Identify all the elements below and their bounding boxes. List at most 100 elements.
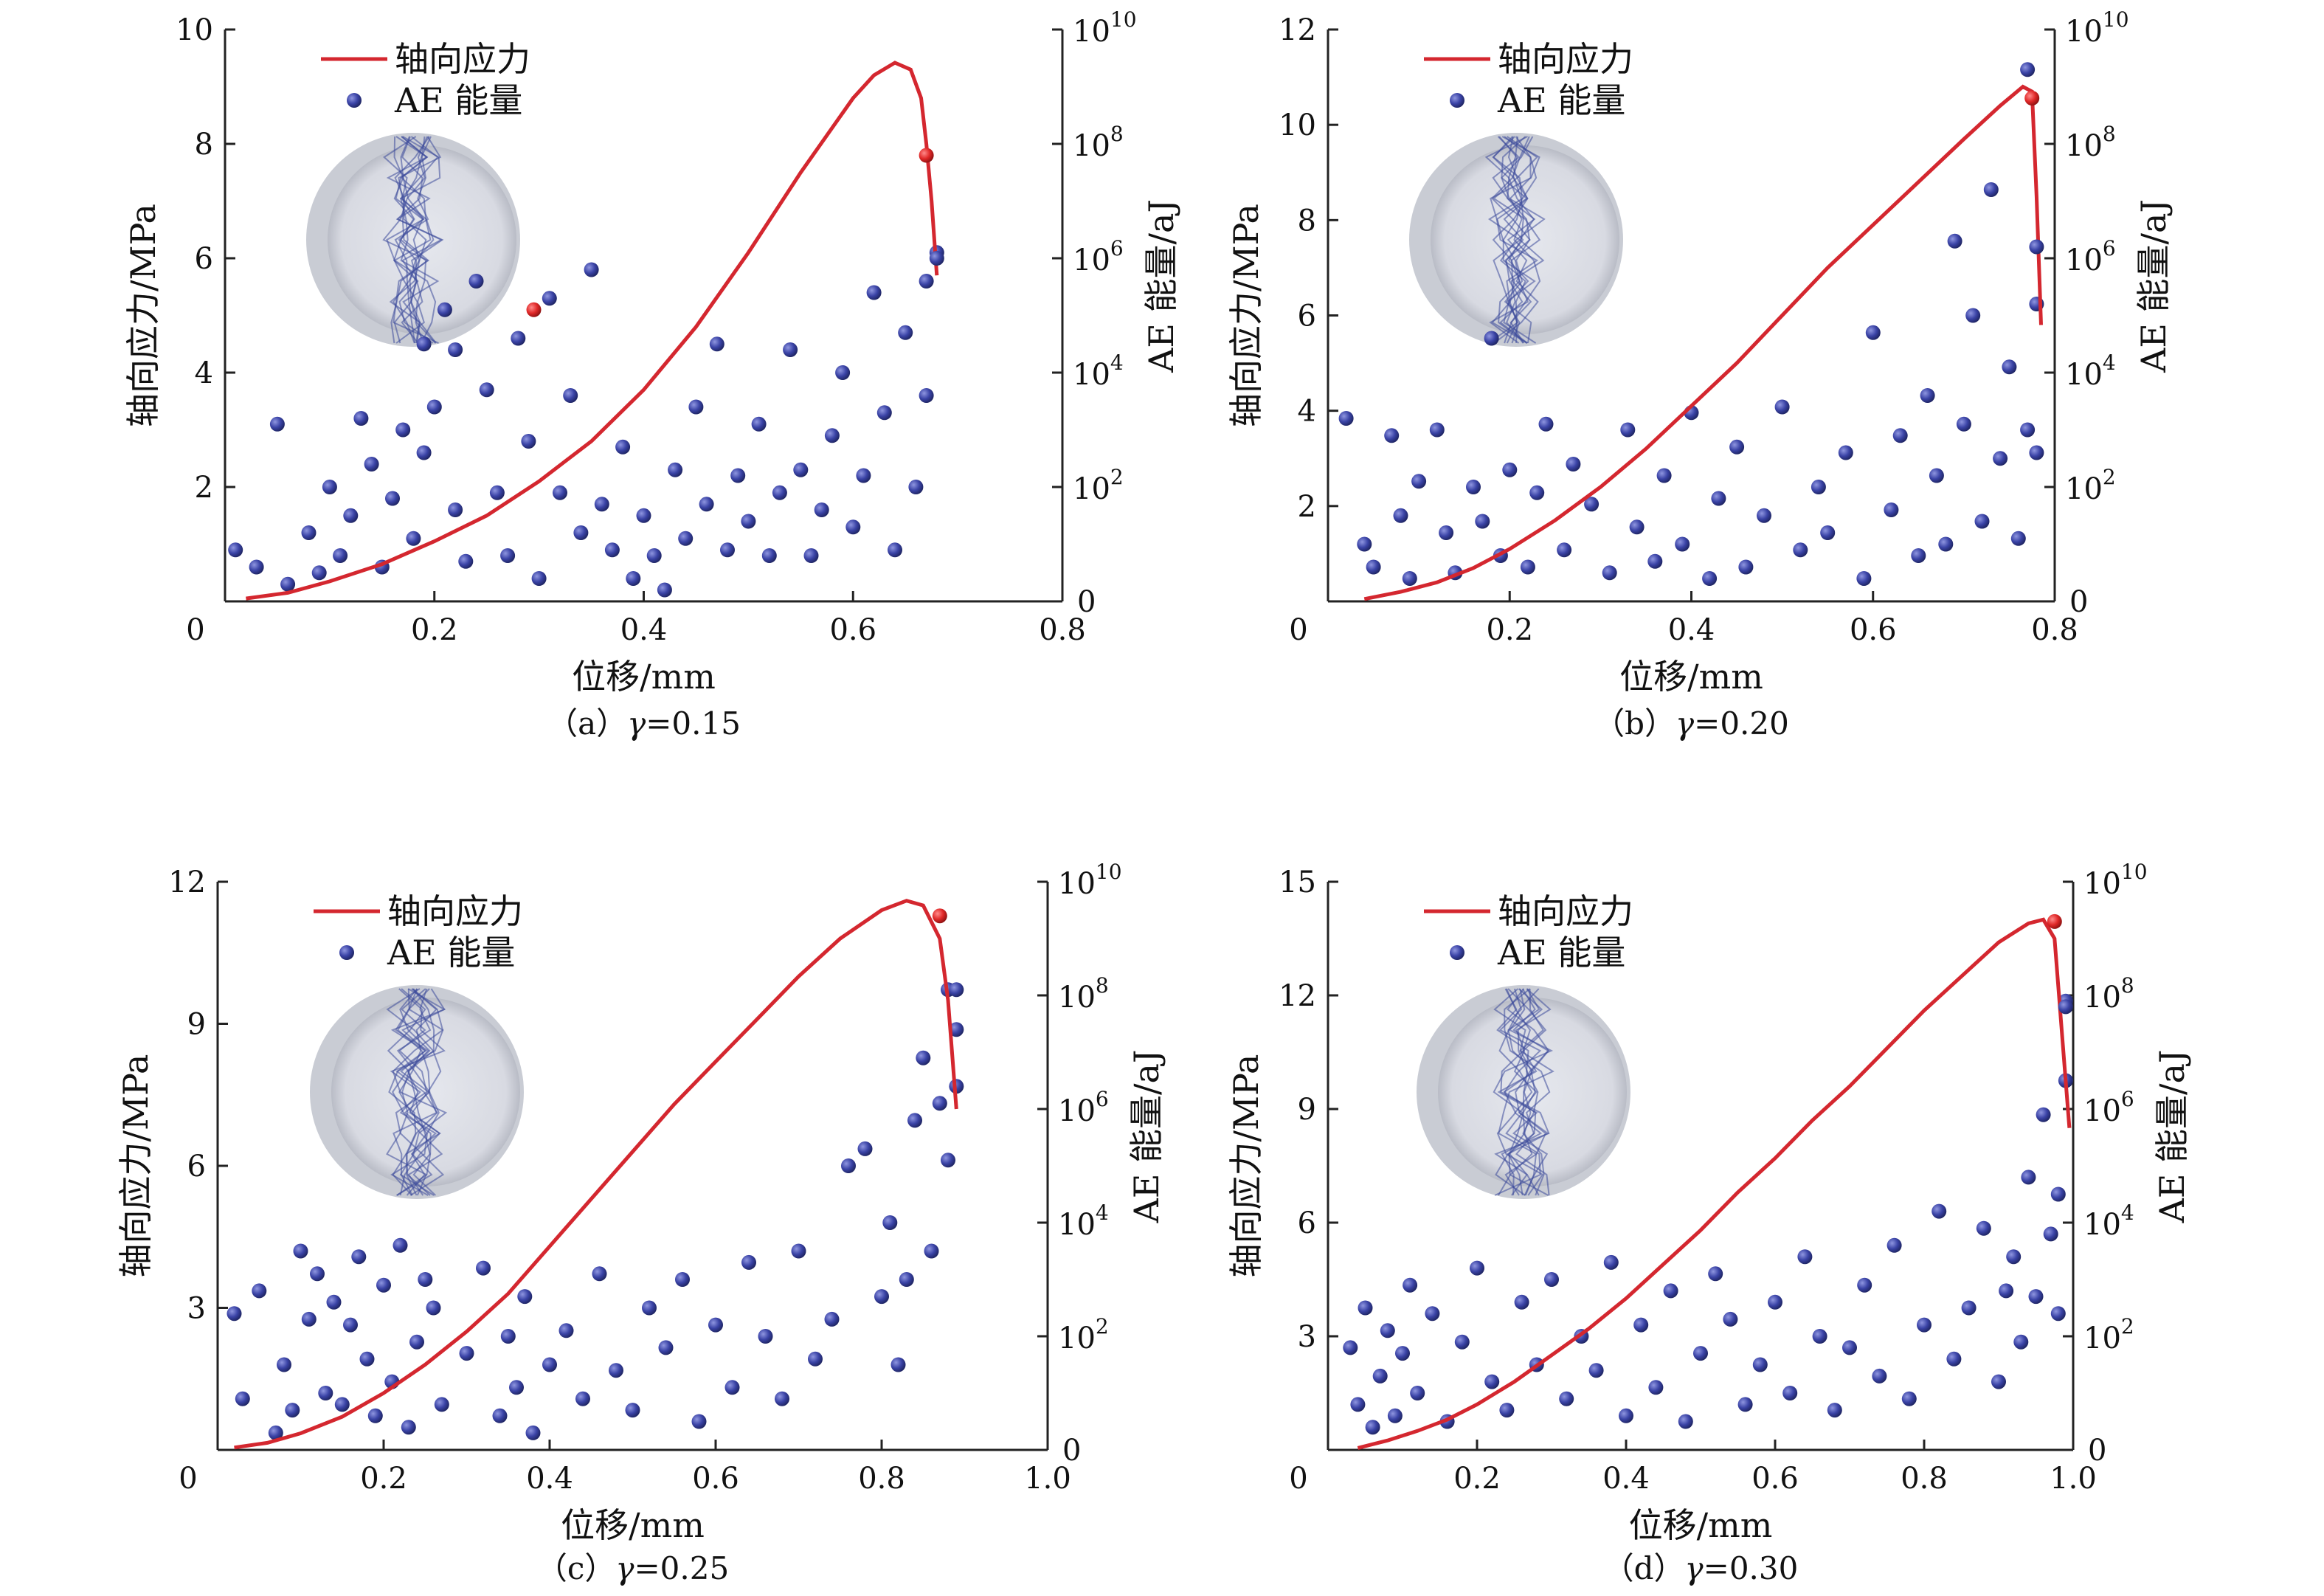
ae-energy-highlight-point	[2024, 91, 2040, 106]
legend-label-ae: AE 能量	[1497, 933, 1625, 973]
ae-energy-point	[1991, 1374, 2006, 1389]
x-axis-title: 位移/mm	[572, 657, 716, 697]
axial-stress-line	[1357, 917, 2072, 1450]
ae-energy-point	[898, 325, 913, 340]
y2-tick-label: 106	[2083, 1087, 2134, 1128]
ae-energy-point	[668, 462, 683, 477]
y2-tick-label: 108	[2065, 122, 2116, 163]
x-tick-label: 0	[1289, 1462, 1307, 1496]
ae-energy-highlight-point	[2029, 239, 2044, 255]
ae-energy-point	[334, 1397, 350, 1412]
y2-tick-label: 102	[1073, 465, 1124, 506]
y-tick-label: 8	[1298, 204, 1316, 238]
ae-energy-point	[2043, 1226, 2058, 1242]
x-tick-label: 0.8	[858, 1462, 905, 1496]
ae-energy-point	[301, 525, 317, 540]
ae-energy-point	[2020, 62, 2036, 77]
ae-energy-point	[310, 1266, 325, 1282]
ae-energy-point	[1946, 1351, 1962, 1367]
y2-tick-label: 1010	[2065, 7, 2129, 49]
x-tick-label: 0.6	[1850, 613, 1897, 647]
y-tick-label: 2	[195, 471, 213, 505]
ae-energy-point	[772, 485, 787, 500]
y2-tick-label: 1010	[1073, 7, 1137, 49]
ae-energy-point	[845, 519, 861, 535]
ae-energy-point	[1629, 519, 1645, 535]
ae-energy-point	[1366, 559, 1381, 575]
ae-energy-point	[1514, 1294, 1529, 1310]
ae-energy-point	[1466, 480, 1481, 494]
y-tick-label: 9	[187, 1008, 206, 1042]
ae-energy-point	[2021, 1170, 2036, 1185]
ae-energy-point	[688, 399, 704, 415]
ae-energy-point	[824, 428, 840, 443]
ae-energy-point	[416, 336, 432, 352]
y2-tick-label: 1010	[1058, 860, 1122, 901]
ae-energy-point	[489, 485, 505, 500]
y-tick-label: 6	[1298, 1206, 1316, 1240]
ae-energy-point	[594, 497, 609, 512]
ae-energy-point	[1470, 1260, 1484, 1276]
ae-energy-highlight-point	[932, 908, 947, 924]
ae-energy-point	[1793, 542, 1808, 558]
ae-energy-point	[500, 548, 516, 563]
ae-energy-point	[1387, 1408, 1403, 1423]
y2-tick-label: 102	[2065, 465, 2116, 506]
panel-a: 0 0.2 0.4 0.6 0.810864210101081061041020位移/m…	[123, 7, 1181, 742]
ae-energy-point	[392, 1237, 408, 1253]
ae-energy-point	[1820, 525, 1836, 540]
y2-tick-label: 104	[2083, 1201, 2134, 1242]
ae-energy-point	[1865, 325, 1881, 340]
y2-tick-label-zero: 0	[2069, 585, 2088, 619]
legend-marker-swatch	[1450, 93, 1464, 108]
y-tick-label: 8	[195, 128, 213, 162]
ae-energy-point	[1983, 182, 1999, 197]
ae-energy-point	[2010, 531, 2026, 546]
ae-energy-point	[525, 1425, 541, 1440]
y2-tick-label: 108	[1058, 973, 1109, 1015]
ae-energy-point	[1947, 233, 1962, 249]
ae-energy-point	[720, 542, 735, 558]
ae-energy-point	[1693, 1346, 1708, 1361]
ae-energy-point	[1395, 1346, 1410, 1361]
x-tick-label: 0.4	[1668, 613, 1715, 647]
ae-energy-point	[761, 548, 777, 563]
ae-energy-point	[500, 1329, 516, 1344]
ae-energy-point	[553, 485, 567, 500]
ae-energy-point	[409, 1334, 424, 1350]
ae-energy-point	[542, 1357, 557, 1372]
x-tick-label: 0	[1289, 613, 1307, 647]
ae-energy-point	[476, 1260, 491, 1276]
legend-marker-swatch	[347, 93, 362, 108]
legend-marker-swatch	[339, 945, 354, 960]
ae-energy-point	[1678, 1414, 1693, 1429]
specimen-inset-b	[1409, 133, 1623, 347]
y-axis-title: 轴向应力/MPa	[123, 204, 163, 427]
ae-energy-point	[775, 1391, 789, 1406]
ae-energy-point	[1372, 1368, 1388, 1383]
x-tick-label: 0.2	[360, 1462, 407, 1496]
ae-energy-point	[1884, 502, 1899, 517]
ae-energy-point	[1974, 514, 1990, 529]
ae-energy-highlight-point	[526, 302, 542, 317]
y-tick-label: 6	[187, 1150, 206, 1184]
x-tick-label: 0	[186, 613, 204, 647]
ae-energy-point	[1838, 445, 1853, 460]
ae-energy-point	[741, 1254, 756, 1270]
ae-energy-point	[658, 1340, 674, 1355]
ae-energy-point	[609, 1363, 623, 1378]
ae-energy-highlight-point	[929, 251, 944, 266]
y-tick-label: 6	[1298, 300, 1316, 334]
ae-energy-point	[1920, 388, 1935, 403]
y2-tick-label: 106	[2065, 236, 2116, 277]
ae-energy-point	[458, 553, 474, 569]
ae-energy-point	[646, 548, 662, 563]
ae-energy-point	[1454, 1334, 1470, 1350]
ae-energy-point	[625, 1403, 640, 1418]
y-tick-label: 12	[1279, 979, 1316, 1013]
ae-energy-point	[2020, 422, 2036, 438]
ae-energy-point	[322, 480, 337, 494]
ae-energy-point	[2002, 359, 2017, 375]
